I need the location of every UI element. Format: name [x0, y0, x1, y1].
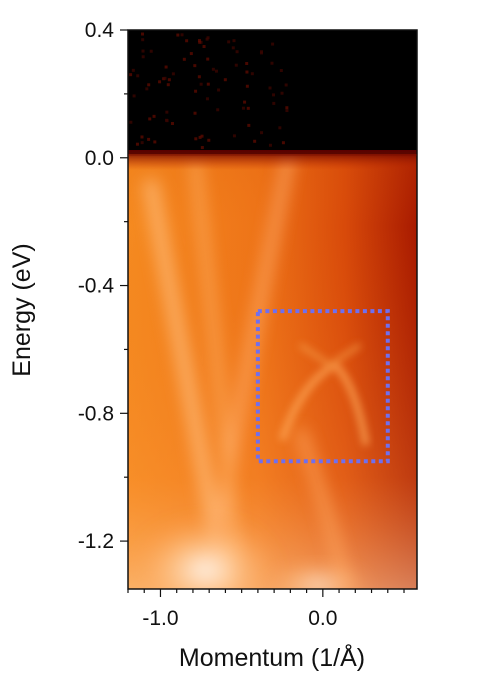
y-tick-label: 0.4: [85, 19, 115, 42]
y-axis-title: Energy (eV): [8, 243, 36, 376]
y-tick-label: -1.2: [78, 530, 114, 553]
x-tick-label: 0.0: [308, 607, 337, 630]
y-tick-label: 0.0: [85, 147, 114, 170]
y-tick-label: -0.8: [78, 402, 114, 425]
intensity-map: [128, 30, 417, 589]
y-axis: 0.4 0.0 -0.4 -0.8 -1.2: [78, 19, 128, 553]
plot-frame: [127, 29, 418, 590]
y-tick-label: -0.4: [78, 275, 115, 298]
highlight-box: [255, 309, 390, 464]
x-axis: -1.0 0.0: [127, 589, 405, 630]
x-axis-title: Momentum (1/Å): [179, 642, 365, 672]
x-tick-label: -1.0: [142, 607, 178, 630]
